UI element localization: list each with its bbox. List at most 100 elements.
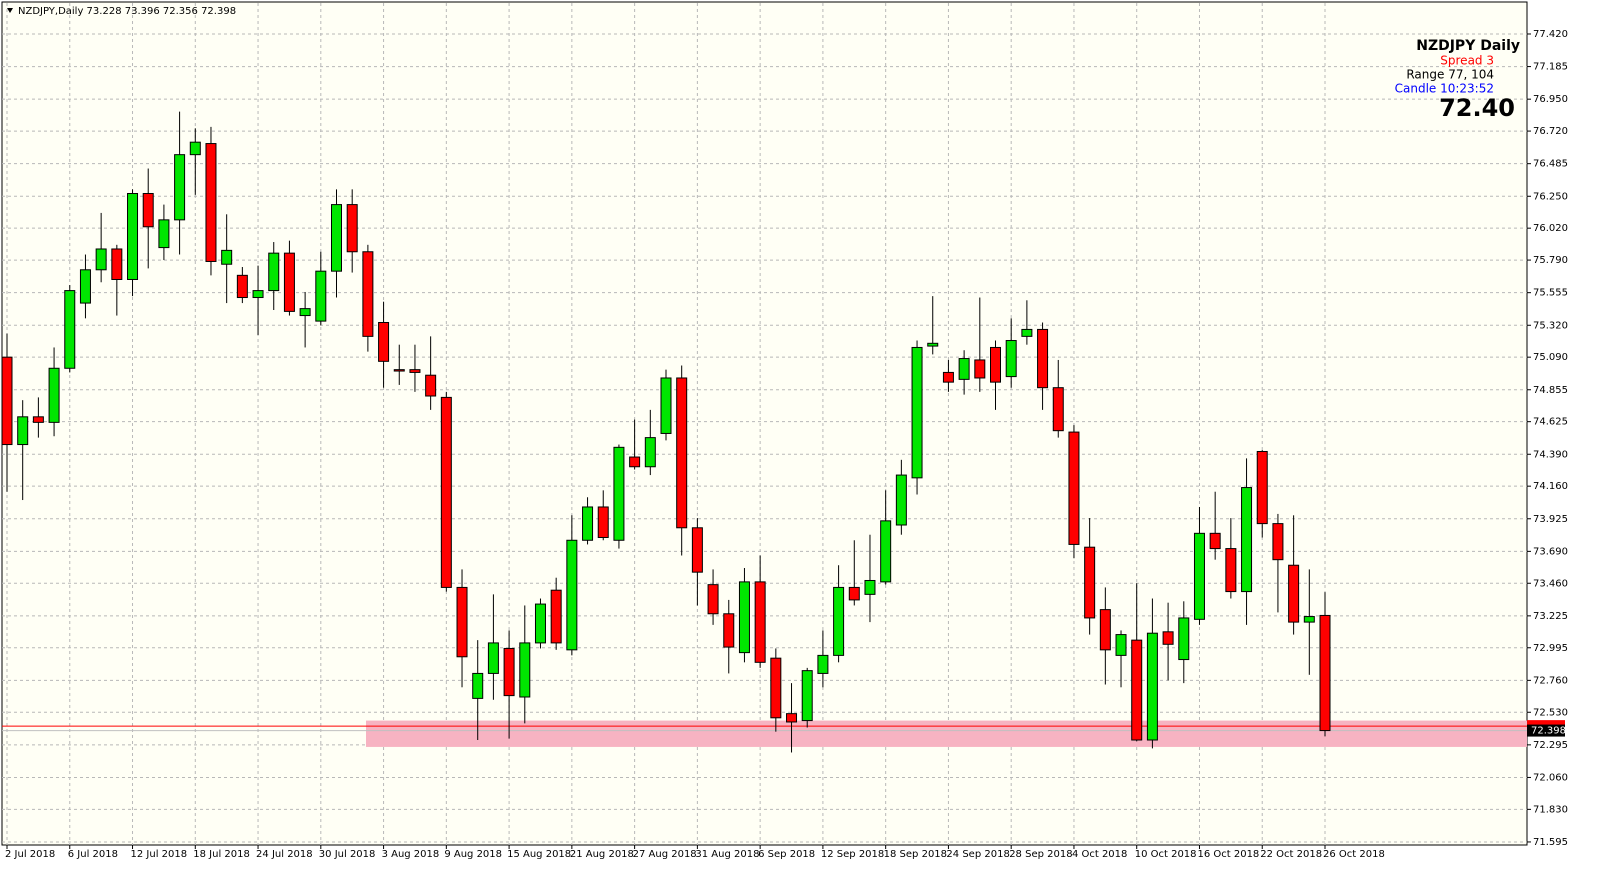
- panel-title: NZDJPY Daily: [1416, 38, 1520, 54]
- candle-body: [1241, 487, 1253, 593]
- candle-body: [236, 274, 248, 299]
- candle-body: [48, 367, 60, 423]
- x-tick-label: 10 Oct 2018: [1135, 849, 1197, 860]
- x-tick-label: 6 Sep 2018: [758, 849, 815, 860]
- y-tick-label: 76.720: [1533, 126, 1568, 137]
- y-tick-label: 71.830: [1533, 804, 1568, 815]
- candle-body: [378, 321, 390, 362]
- y-tick-label: 72.295: [1533, 740, 1568, 751]
- candle-body: [362, 251, 374, 337]
- candle-body: [566, 539, 578, 651]
- candle-body: [1272, 523, 1284, 561]
- candle-body: [79, 269, 91, 304]
- plot-area: [1, 1, 1528, 846]
- x-tick-label: 18 Jul 2018: [193, 849, 250, 860]
- candle-body: [346, 204, 358, 253]
- candle-body: [268, 252, 280, 292]
- candle-body: [1131, 639, 1143, 741]
- candle-body: [990, 346, 1001, 383]
- candle-body: [158, 219, 170, 249]
- panel-range: Range 77, 104: [1406, 68, 1494, 82]
- candle-body: [629, 456, 641, 468]
- y-tick-label: 75.090: [1533, 352, 1568, 363]
- candle-body: [927, 342, 939, 347]
- y-tick-label: 74.625: [1533, 417, 1568, 428]
- candle-body: [738, 581, 750, 654]
- x-tick-label: 24 Sep 2018: [946, 849, 1009, 860]
- candle-body: [299, 308, 311, 317]
- candle-body: [142, 192, 154, 228]
- candle-body: [1115, 634, 1127, 656]
- candle-body: [440, 396, 452, 588]
- candle-body: [613, 446, 625, 541]
- candle-body: [409, 369, 421, 373]
- candle-body: [1225, 548, 1237, 593]
- candle-body: [1146, 632, 1158, 741]
- x-tick-label: 3 Aug 2018: [382, 849, 440, 860]
- candle-body: [707, 584, 719, 615]
- bid-price-box: [1527, 724, 1565, 737]
- candle-body: [32, 416, 44, 423]
- x-tick-label: 9 Aug 2018: [444, 849, 502, 860]
- y-tick-label: 73.225: [1533, 611, 1568, 622]
- candle-body: [801, 670, 813, 722]
- y-tick-label: 75.320: [1533, 320, 1568, 331]
- candle-body: [205, 143, 217, 262]
- candle-body: [111, 248, 123, 280]
- candle-body: [644, 437, 656, 468]
- candle-body: [1037, 328, 1049, 389]
- candle-body: [1052, 387, 1064, 432]
- candle-body: [786, 713, 798, 723]
- candle-body: [1162, 631, 1174, 645]
- zone-layer: [2, 720, 1527, 747]
- symbol-line: NZDJPY,Daily 73.228 73.396 72.356 72.398: [18, 6, 236, 17]
- panel-price: 72.40: [1439, 94, 1515, 122]
- candle-body: [676, 377, 688, 529]
- y-tick-label: 77.185: [1533, 62, 1568, 73]
- x-tick-label: 21 Aug 2018: [570, 849, 634, 860]
- candle-body: [1068, 431, 1080, 545]
- y-tick-label: 74.160: [1533, 481, 1568, 492]
- x-tick-label: 4 Oct 2018: [1072, 849, 1127, 860]
- candle-body: [1084, 546, 1096, 619]
- x-tick-label: 12 Sep 2018: [821, 849, 884, 860]
- candle-body: [880, 520, 892, 583]
- candle-body: [1256, 450, 1268, 525]
- candle-body: [315, 270, 327, 322]
- candle-body: [723, 613, 735, 648]
- y-tick-label: 75.555: [1533, 288, 1568, 299]
- y-tick-label: 76.485: [1533, 159, 1568, 170]
- candle-body: [472, 672, 484, 699]
- y-tick-label: 71.595: [1533, 837, 1568, 848]
- y-tick-label: 73.690: [1533, 546, 1568, 557]
- candle-body: [221, 249, 233, 265]
- candle-body: [864, 579, 876, 595]
- candle-body: [17, 416, 29, 446]
- support-zone: [366, 720, 1527, 747]
- candle-body: [252, 290, 264, 299]
- x-tick-label: 18 Sep 2018: [884, 849, 947, 860]
- grid: [2, 3, 1527, 845]
- candle-body: [1, 356, 13, 446]
- x-tick-label: 24 Jul 2018: [256, 849, 313, 860]
- y-tick-label: 75.790: [1533, 255, 1568, 266]
- candle-body: [582, 506, 594, 541]
- candle-body: [503, 647, 515, 697]
- menu-arrow[interactable]: [7, 8, 13, 13]
- y-tick-label: 76.950: [1533, 94, 1568, 105]
- candle-body: [487, 642, 499, 674]
- axes: 71.595 71.830 72.060 72.295 72.530 72.760 72.9…: [5, 29, 1568, 860]
- y-tick-label: 72.995: [1533, 643, 1568, 654]
- candle-body: [456, 586, 468, 658]
- x-tick-label: 31 Aug 2018: [695, 849, 759, 860]
- x-tick-label: 12 Jul 2018: [131, 849, 188, 860]
- candle-body: [95, 248, 107, 271]
- x-tick-label: 22 Oct 2018: [1260, 849, 1322, 860]
- candle-body: [64, 290, 76, 369]
- x-tick-label: 30 Jul 2018: [319, 849, 376, 860]
- candle-body: [189, 141, 201, 156]
- y-tick-label: 72.760: [1533, 675, 1568, 686]
- candle-body: [911, 346, 923, 479]
- candle-body: [1178, 617, 1190, 661]
